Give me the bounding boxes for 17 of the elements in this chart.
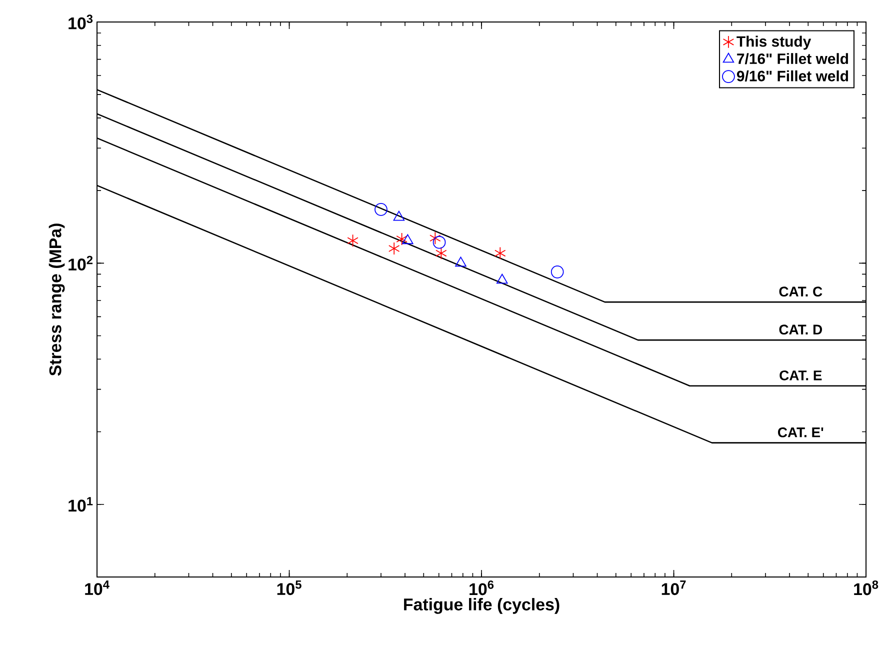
legend-label: 7/16" Fillet weld — [737, 53, 848, 64]
y-tick-label: 10$^{2}$ — [68, 256, 93, 271]
x-axis-title: Fatigue life (cycles) — [404, 598, 560, 614]
annotation: CAT. E — [780, 370, 822, 380]
annotation: CAT. C — [779, 286, 822, 297]
legend-label: 9/16" Fillet weld — [736, 70, 848, 82]
y-tick-label: 10$^{3}$ — [68, 14, 93, 30]
y-axis-title: Stress range (MPa) — [48, 224, 65, 376]
annotation: CAT. E' — [778, 427, 824, 438]
x-tick-label: 10$^{8}$ — [854, 580, 878, 596]
x-tick-label: 10$^{6}$ — [470, 580, 494, 596]
x-tick-label: 10$^{4}$ — [85, 580, 110, 596]
x-tick-label: 10$^{7}$ — [662, 580, 686, 596]
y-tick-label: 10$^{1}$ — [68, 497, 93, 512]
annotation: CAT. D — [779, 324, 822, 335]
legend-label: This study — [736, 36, 812, 50]
x-tick-label: 10$^{5}$ — [277, 580, 302, 596]
